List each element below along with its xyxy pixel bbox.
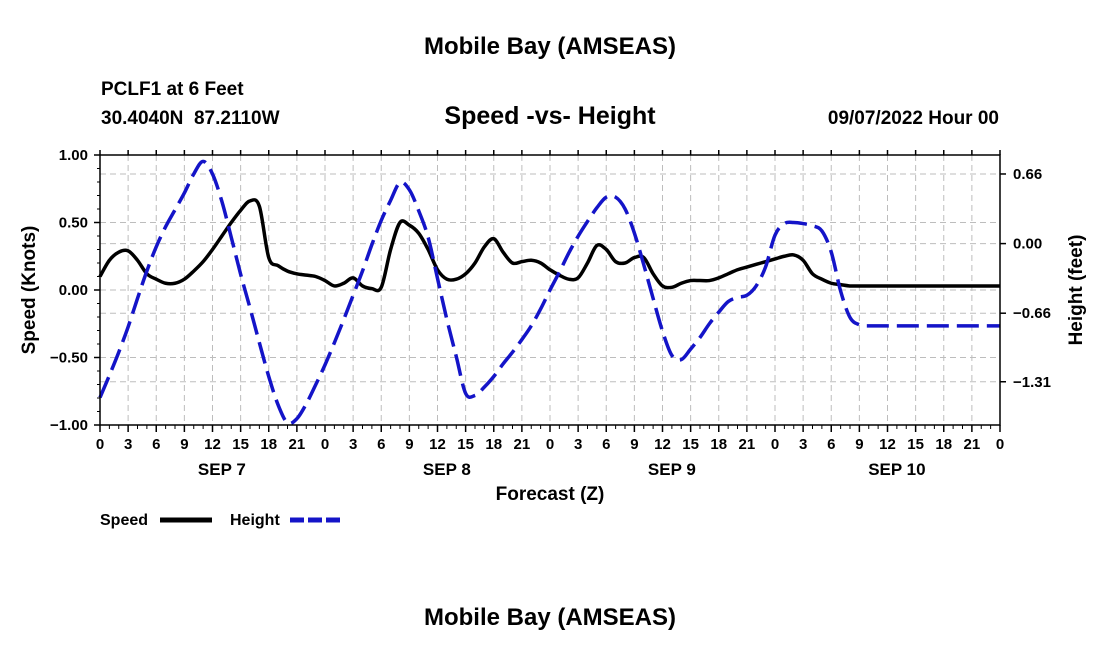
x-tick-label: 6 [152,436,160,453]
series-line-height [98,159,1000,426]
x-tick-label: 21 [289,436,306,453]
x-tick-label: 6 [602,436,610,453]
x-tick-label: 18 [485,436,502,453]
y2-tick-label: −0.66 [1013,305,1051,322]
x-tick-label: 18 [710,436,727,453]
series-layer [98,159,1000,426]
x-tick-label: 6 [827,436,835,453]
chart-title: Speed -vs- Height [444,102,656,130]
y2-tick-label: 0.00 [1013,236,1042,253]
x-tick-label: 15 [682,436,699,453]
station-label: PCLF1 at 6 Feet [101,79,244,100]
x-tick-label: 3 [349,436,357,453]
y-tick-label: −0.50 [50,350,88,367]
x-tick-label: 9 [405,436,413,453]
x-tick-label: 15 [907,436,924,453]
x-tick-label: 18 [935,436,952,453]
x-tick-label: 0 [96,436,104,453]
x-axis-title: Forecast (Z) [496,484,605,505]
x-tick-label: 12 [204,436,221,453]
x-tick-label: 9 [855,436,863,453]
x-day-label: SEP 8 [423,460,471,479]
x-tick-label: 0 [546,436,554,453]
y2-axis-title: Height (feet) [1066,235,1087,346]
y-tick-label: −1.00 [50,417,88,434]
page-title: Mobile Bay (AMSEAS) [424,33,676,60]
x-tick-label: 21 [964,436,981,453]
footer-title: Mobile Bay (AMSEAS) [424,604,676,631]
axis-layer: 0 3 6 9 12 15 18 21 0 3 6 9 12 15 18 21 0 3 6 9 12 15 18 21 0 3 6 9… [50,147,1051,479]
run-time-label: 09/07/2022 Hour 00 [828,108,999,129]
y-tick-label: 0.00 [59,282,88,299]
x-tick-label: 15 [232,436,249,453]
x-tick-label: 12 [429,436,446,453]
legend: Speed Height [100,512,342,529]
x-day-label: SEP 10 [868,460,925,479]
x-tick-label: 12 [879,436,896,453]
y2-tick-label: −1.31 [1013,374,1051,391]
x-tick-label: 21 [514,436,531,453]
y-tick-label: 1.00 [59,147,88,164]
x-tick-label: 9 [180,436,188,453]
x-tick-label: 21 [739,436,756,453]
legend-label-height: Height [230,512,280,529]
y-axis-title: Speed (Knots) [19,226,40,355]
x-tick-label: 12 [654,436,671,453]
x-tick-label: 3 [574,436,582,453]
x-tick-label: 15 [457,436,474,453]
x-tick-label: 0 [996,436,1004,453]
x-tick-label: 0 [771,436,779,453]
y-tick-label: 0.50 [59,215,88,232]
x-tick-label: 9 [630,436,638,453]
x-tick-label: 3 [799,436,807,453]
x-day-label: SEP 7 [198,460,246,479]
y2-tick-label: 0.66 [1013,166,1042,183]
coordinates-label: 30.4040N 87.2110W [101,108,280,129]
x-tick-label: 3 [124,436,132,453]
x-tick-label: 0 [321,436,329,453]
grid-layer [100,155,1000,425]
x-tick-label: 18 [260,436,277,453]
x-day-label: SEP 9 [648,460,696,479]
legend-label-speed: Speed [100,512,148,529]
series-line-speed [98,198,1000,293]
x-tick-label: 6 [377,436,385,453]
